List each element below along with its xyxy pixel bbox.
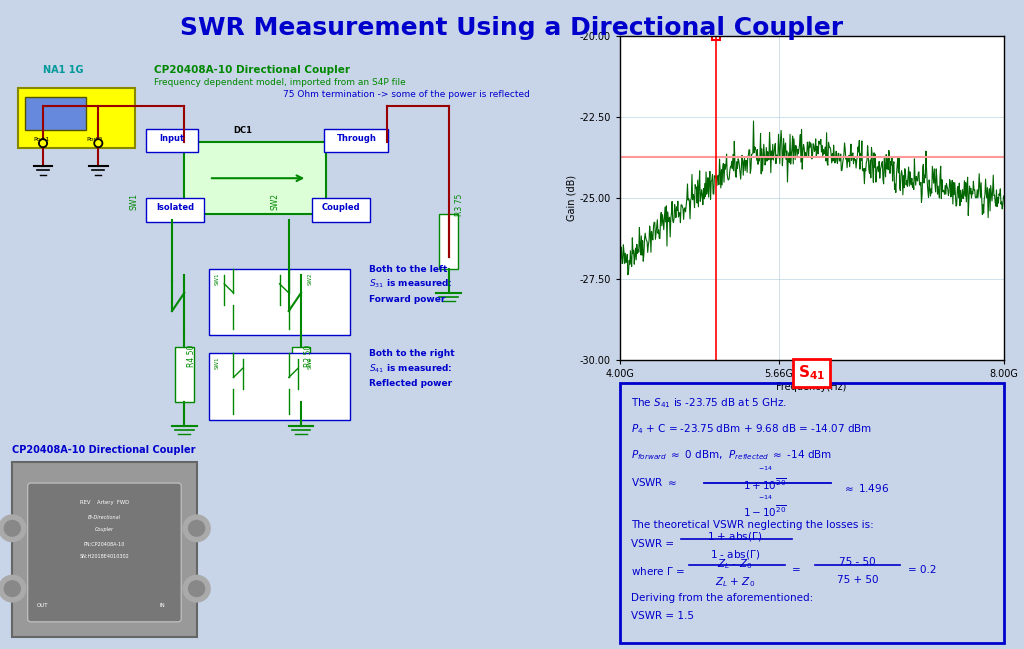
Text: SW1: SW1 <box>129 193 138 210</box>
Text: VSWR = 1.5: VSWR = 1.5 <box>631 611 694 621</box>
Text: OUT: OUT <box>37 603 48 607</box>
Text: CP20408A-10 Directional Coupler: CP20408A-10 Directional Coupler <box>154 65 349 75</box>
Text: Coupler: Coupler <box>95 527 114 532</box>
FancyBboxPatch shape <box>18 88 135 148</box>
Circle shape <box>188 520 205 536</box>
Text: Frequency dependent model, imported from an S4P file: Frequency dependent model, imported from… <box>154 78 406 87</box>
Text: PN:CP20408A-10: PN:CP20408A-10 <box>84 543 125 547</box>
Text: Input: Input <box>160 134 184 143</box>
Text: 75 + 50: 75 + 50 <box>837 575 879 585</box>
Text: SW1: SW1 <box>215 357 220 369</box>
Text: $S_{41}$ is measured:: $S_{41}$ is measured: <box>369 362 453 375</box>
FancyBboxPatch shape <box>209 269 350 335</box>
Circle shape <box>4 520 20 536</box>
Text: Both to the right: Both to the right <box>369 349 455 358</box>
Circle shape <box>188 581 205 596</box>
Text: R3 75: R3 75 <box>455 194 464 216</box>
Text: IN: IN <box>160 603 166 607</box>
Text: SW1: SW1 <box>215 273 220 285</box>
Text: Port1: Port1 <box>34 137 50 141</box>
Text: NA1 1G: NA1 1G <box>43 65 84 75</box>
Text: $P_4$ + C = -23.75 dBm + 9.68 dB = -14.07 dBm: $P_4$ + C = -23.75 dBm + 9.68 dB = -14.0… <box>631 422 872 435</box>
Text: SW2: SW2 <box>307 357 312 369</box>
Text: 1 - abs($\Gamma$): 1 - abs($\Gamma$) <box>710 548 760 561</box>
Text: 75 Ohm termination -> some of the power is reflected: 75 Ohm termination -> some of the power … <box>283 90 529 99</box>
Text: Coupled: Coupled <box>322 203 360 212</box>
Text: $1 - 10^{\overline{20}}$: $1 - 10^{\overline{20}}$ <box>743 504 787 519</box>
FancyBboxPatch shape <box>209 353 350 420</box>
Circle shape <box>183 515 210 541</box>
Text: SWR Measurement Using a Directional Coupler: SWR Measurement Using a Directional Coup… <box>180 16 844 40</box>
Text: Bi-Directional: Bi-Directional <box>88 515 121 520</box>
FancyBboxPatch shape <box>292 347 310 402</box>
Circle shape <box>183 576 210 602</box>
Text: Isolated: Isolated <box>156 203 195 212</box>
Text: $S_{31}$ is measured:: $S_{31}$ is measured: <box>369 278 453 290</box>
Text: R2 50: R2 50 <box>304 345 313 367</box>
Text: CP20408A-10 Directional Coupler: CP20408A-10 Directional Coupler <box>12 445 196 455</box>
Text: VSWR $\approx$: VSWR $\approx$ <box>631 476 677 488</box>
FancyBboxPatch shape <box>439 214 458 269</box>
Text: $1 + 10^{\overline{20}}$: $1 + 10^{\overline{20}}$ <box>743 476 787 492</box>
FancyBboxPatch shape <box>25 97 86 130</box>
Text: Reflected power: Reflected power <box>369 380 452 389</box>
Text: $P_{forward}$ $\approx$ 0 dBm,  $P_{reflected}$ $\approx$ -14 dBm: $P_{forward}$ $\approx$ 0 dBm, $P_{refle… <box>631 448 833 461</box>
FancyBboxPatch shape <box>175 347 194 402</box>
Text: where $\Gamma$ =: where $\Gamma$ = <box>631 565 685 576</box>
Text: $\mathbf{S_{41}}$: $\mathbf{S_{41}}$ <box>798 363 825 382</box>
Text: $Z_L$ + $Z_0$: $Z_L$ + $Z_0$ <box>715 575 755 589</box>
FancyBboxPatch shape <box>146 129 198 153</box>
Text: $^{-14}$: $^{-14}$ <box>758 495 773 504</box>
Text: $^{-14}$: $^{-14}$ <box>758 466 773 475</box>
Text: =: = <box>793 565 801 574</box>
Text: REV    Artery  FWD: REV Artery FWD <box>80 500 129 505</box>
Text: R4 50: R4 50 <box>187 345 197 367</box>
Circle shape <box>0 515 26 541</box>
Text: The $S_{41}$ is -23.75 dB at 5 GHz.: The $S_{41}$ is -23.75 dB at 5 GHz. <box>631 396 786 410</box>
Text: = 0.2: = 0.2 <box>907 565 936 574</box>
Text: Port2: Port2 <box>86 137 102 141</box>
FancyBboxPatch shape <box>325 129 388 153</box>
Text: SW2: SW2 <box>307 273 312 285</box>
Circle shape <box>41 141 45 145</box>
X-axis label: Frequency(Hz): Frequency(Hz) <box>776 382 847 392</box>
Text: VSWR =: VSWR = <box>631 539 674 548</box>
Text: The theoretical VSWR neglecting the losses is:: The theoretical VSWR neglecting the loss… <box>631 520 873 530</box>
Text: $\approx$ 1.496: $\approx$ 1.496 <box>842 482 890 493</box>
Text: SN:H2018E4010302: SN:H2018E4010302 <box>80 554 129 559</box>
Y-axis label: Gain (dB): Gain (dB) <box>566 175 577 221</box>
FancyBboxPatch shape <box>12 462 197 637</box>
Text: $Z_L$ - $Z_0$: $Z_L$ - $Z_0$ <box>717 557 753 570</box>
Text: Both to the left: Both to the left <box>369 265 447 274</box>
Circle shape <box>94 139 102 147</box>
Circle shape <box>96 141 100 145</box>
FancyBboxPatch shape <box>146 198 204 222</box>
Text: Through: Through <box>337 134 376 143</box>
FancyBboxPatch shape <box>184 142 326 214</box>
Circle shape <box>4 581 20 596</box>
FancyBboxPatch shape <box>28 483 181 622</box>
Circle shape <box>0 576 26 602</box>
Circle shape <box>39 139 47 147</box>
Text: Deriving from the aforementioned:: Deriving from the aforementioned: <box>631 593 813 603</box>
Text: Forward power: Forward power <box>369 295 445 304</box>
Text: DC1: DC1 <box>233 126 253 135</box>
FancyBboxPatch shape <box>312 198 370 222</box>
Text: 75 - 50: 75 - 50 <box>840 557 876 567</box>
Text: 1 + abs($\Gamma$): 1 + abs($\Gamma$) <box>708 530 762 543</box>
Text: SW2: SW2 <box>270 193 280 210</box>
